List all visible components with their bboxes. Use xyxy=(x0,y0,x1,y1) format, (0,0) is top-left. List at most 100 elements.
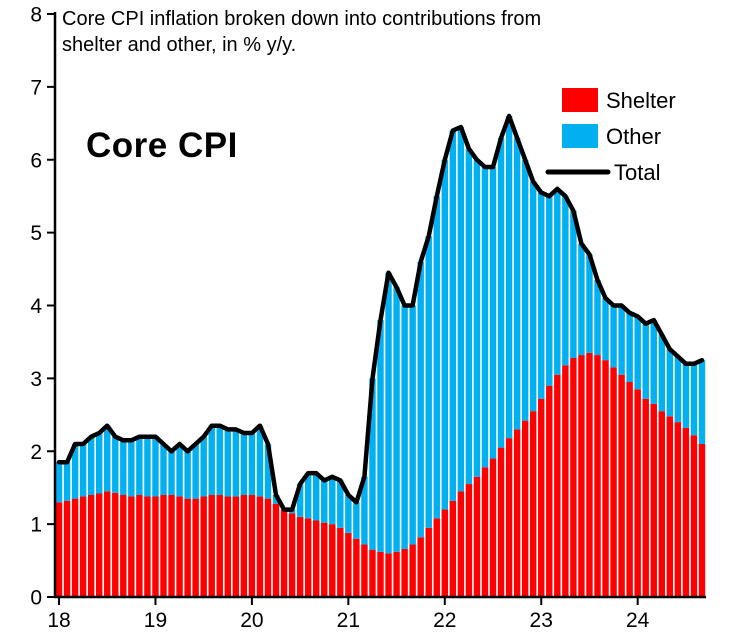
bar-other xyxy=(385,272,392,554)
bar-shelter xyxy=(321,522,328,597)
bar-shelter xyxy=(529,411,537,597)
bar-other xyxy=(578,243,585,356)
bar-shelter xyxy=(650,403,657,597)
total-line xyxy=(56,113,705,512)
legend-label-shelter: Shelter xyxy=(606,88,676,113)
bar-other xyxy=(393,287,400,552)
bar-other xyxy=(95,433,103,494)
y-tick-label: 2 xyxy=(30,441,42,464)
bar-shelter xyxy=(626,382,633,597)
chart-inner-label: Core CPI xyxy=(86,126,238,165)
legend-label-other: Other xyxy=(606,124,661,149)
bar-shelter xyxy=(425,527,432,597)
x-tick-label: 21 xyxy=(337,609,360,632)
bar-other xyxy=(650,320,657,404)
bar-shelter xyxy=(417,537,424,597)
bar-other xyxy=(192,443,199,499)
bar-other xyxy=(152,436,159,497)
stacked-bars xyxy=(55,116,706,598)
bar-shelter xyxy=(256,496,264,597)
bar-shelter xyxy=(280,509,288,597)
bar-shelter xyxy=(248,494,256,597)
bar-shelter xyxy=(666,416,674,597)
legend-label-total: Total xyxy=(614,160,660,185)
bar-shelter xyxy=(208,494,215,597)
x-tick-label: 22 xyxy=(433,609,456,632)
bar-shelter xyxy=(232,496,240,597)
bar-other xyxy=(200,436,207,497)
bar-other xyxy=(361,476,368,545)
bar-shelter xyxy=(602,360,609,597)
bar-other xyxy=(168,451,175,495)
bar-other xyxy=(377,320,384,552)
bar-shelter xyxy=(698,443,706,597)
bar-shelter xyxy=(184,498,191,597)
bar-shelter xyxy=(457,491,465,597)
bar-other xyxy=(513,137,521,430)
bar-other xyxy=(232,429,240,497)
bar-other xyxy=(521,159,529,421)
bar-other xyxy=(256,425,264,497)
bar-other xyxy=(658,334,666,412)
bar-other xyxy=(345,494,352,533)
bar-other xyxy=(602,298,609,361)
bar-shelter xyxy=(144,496,151,597)
bar-shelter xyxy=(71,498,79,597)
bar-other xyxy=(586,254,593,353)
legend-swatch-shelter-icon xyxy=(562,88,598,112)
bar-shelter xyxy=(63,500,71,597)
bar-shelter xyxy=(441,509,449,597)
legend-swatch-other-icon xyxy=(562,124,598,148)
bar-other xyxy=(562,196,569,366)
bar-shelter xyxy=(369,549,376,597)
bar-shelter xyxy=(521,420,529,597)
bar-other xyxy=(55,462,63,503)
chart-title-line-1: Core CPI inflation broken down into cont… xyxy=(62,8,542,30)
bar-other xyxy=(353,502,360,539)
bar-other xyxy=(457,126,465,492)
bar-other xyxy=(529,181,537,412)
bar-shelter xyxy=(216,494,223,597)
bar-other xyxy=(224,429,232,497)
bar-shelter xyxy=(337,527,344,597)
bar-other xyxy=(71,443,79,499)
bar-other xyxy=(570,210,577,358)
bar-shelter xyxy=(513,429,521,597)
bar-shelter xyxy=(296,516,304,597)
bar-shelter xyxy=(618,374,625,597)
bar-other xyxy=(184,451,191,499)
bar-other xyxy=(104,425,111,492)
bar-shelter xyxy=(240,494,248,597)
bar-other xyxy=(63,462,71,501)
bar-shelter xyxy=(304,518,312,597)
bar-shelter xyxy=(505,438,513,597)
bar-other xyxy=(79,443,87,497)
bar-shelter xyxy=(120,494,127,597)
bar-other xyxy=(674,356,682,423)
bar-shelter xyxy=(465,484,473,597)
bar-shelter xyxy=(361,544,368,597)
y-tick-label: 5 xyxy=(30,222,42,245)
bar-other xyxy=(682,363,690,428)
bar-shelter xyxy=(586,352,593,597)
bar-shelter xyxy=(433,518,440,597)
bar-shelter xyxy=(570,357,577,597)
bar-other xyxy=(546,196,553,386)
bar-shelter xyxy=(497,447,505,597)
y-tick-label: 8 xyxy=(30,4,42,27)
bar-shelter xyxy=(690,435,698,597)
bar-other xyxy=(449,130,457,501)
bar-shelter xyxy=(160,494,167,597)
bar-other xyxy=(698,360,706,444)
bar-shelter xyxy=(312,520,320,597)
x-tick-label: 20 xyxy=(240,609,263,632)
bar-shelter xyxy=(288,513,296,597)
bar-shelter xyxy=(176,496,183,597)
bar-shelter xyxy=(409,544,416,597)
bar-shelter xyxy=(55,502,63,597)
bar-other xyxy=(441,159,449,510)
bar-other xyxy=(594,279,601,356)
bar-shelter xyxy=(489,458,497,597)
bar-other xyxy=(666,349,674,417)
x-tick-label: 23 xyxy=(530,609,553,632)
